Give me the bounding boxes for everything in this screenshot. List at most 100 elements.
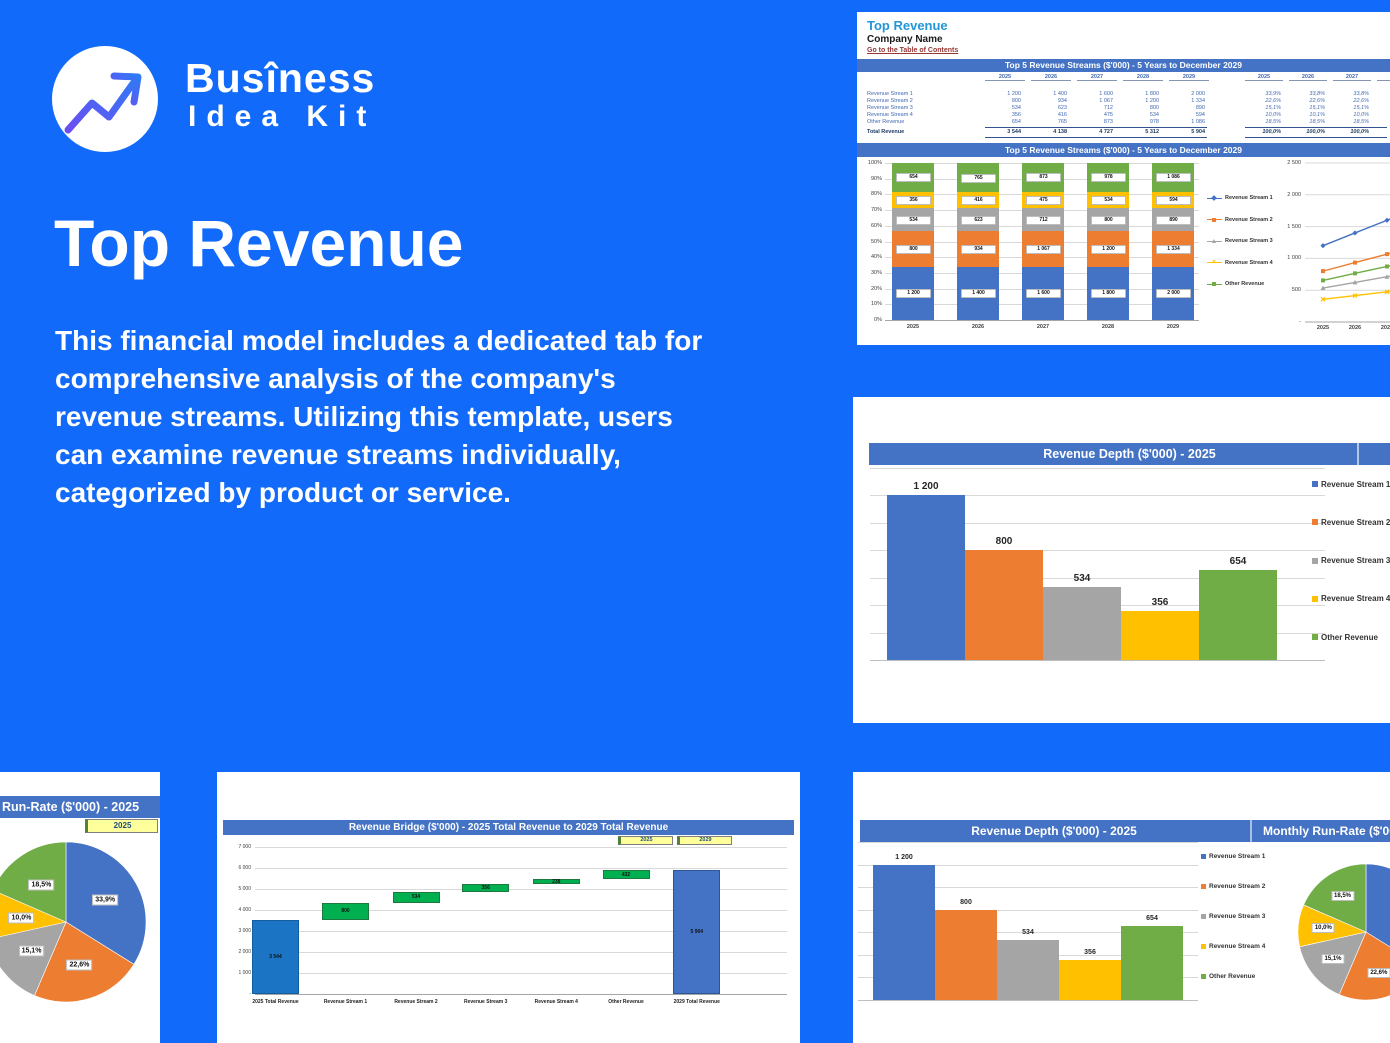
cell-pct: 15,1% [1353,105,1369,111]
stacked-data-label: 623 [961,215,996,225]
bridge-category-label: Revenue Stream 4 [534,999,578,1005]
bridge-data-label: 3 544 [269,953,282,960]
square-marker [1312,634,1318,641]
x-marker: × [1212,258,1217,266]
header-divider [1250,820,1252,842]
cell-value: 5 904 [1191,129,1205,135]
depth-bar [1199,570,1277,660]
stacked-data-label: 534 [896,215,931,225]
pct-year-column-header: 2026 [1289,74,1327,81]
pct-year-column-header: 2028 [1377,74,1390,81]
legend-label: Revenue Stream 1 [1225,195,1273,201]
depth-gridline [870,660,1325,661]
cell-pct: 15,1% [1265,105,1281,111]
square-marker [1312,519,1318,526]
stacked-y-axis-label: 40% [870,254,882,261]
pie-data-label: 18,5% [1330,891,1355,902]
legend-line-swatch [1207,195,1222,202]
cell-pct: 22,6% [1265,98,1281,104]
legend-label: Revenue Stream 3 [1321,556,1390,566]
table-year-row: 2025 2026 2027 2028 2029 2025 2026 2027 2028 [857,74,1390,81]
cell-value: 654 [1011,119,1021,125]
square-marker [1201,943,1206,949]
bridge-data-label: 534 [411,894,421,901]
square-marker [1201,853,1206,859]
legend-item: Revenue Stream 1 [1201,852,1265,860]
bridge-y-axis-label: 7 000 [238,844,251,850]
bridge-gridline [255,973,787,974]
cell-pct: 22,6% [1353,98,1369,104]
bridge-bar [252,919,299,994]
depth-gridline [858,864,1198,866]
legend-label: Revenue Stream 2 [1225,216,1273,223]
table-of-contents-link[interactable]: Go to the Table of Contents [867,47,959,54]
depth-bar [1121,611,1199,660]
stacked-data-label: 356 [896,195,931,205]
legend-item: Revenue Stream 2 [1207,216,1273,224]
table-row: Other Revenue 654 765 873 978 1 086 18,5% 18,5%… [857,119,1390,126]
cell-pct: 33,8% [1353,91,1369,97]
bridge-gridline [255,994,787,995]
bridge-category-label: 2025 Total Revenue [252,999,299,1005]
cell-value: 3 544 [1007,129,1021,135]
table-header-bar: Top 5 Revenue Streams ($'000) - 5 Years … [857,59,1390,72]
cell-value: 356 [1011,112,1021,118]
legend-label: Revenue Stream 1 [1321,479,1390,489]
legend-line-swatch [1207,281,1222,288]
legend-item: Other Revenue [1201,972,1255,980]
stacked-data-label: 712 [1026,215,1061,225]
triangle-marker [1212,238,1216,243]
depth-gridline [870,495,1325,497]
stacked-data-label: 534 [1091,195,1126,205]
cell-pct: 10,1% [1377,112,1390,119]
panel-revenue-sheet: Top Revenue Company Name Go to the Table… [857,12,1390,345]
bridge-data-label: 432 [621,871,631,878]
column-spacer [1215,105,1245,112]
panel-revenue-bridge: Revenue Bridge ($'000) - 2025 Total Reve… [217,772,800,1043]
cell-pct: 10,1% [1309,112,1325,118]
depth-data-label: 534 [1073,572,1091,584]
stacked-data-label: 890 [1156,215,1191,225]
year-selector-end[interactable]: 2029 [677,836,732,845]
stacked-data-label: 1 086 [1156,173,1191,183]
depth-gridline [870,550,1325,552]
depth-data-label: 534 [1022,928,1034,936]
column-spacer [1215,129,1245,136]
legend-item: Revenue Stream 3 [1201,912,1265,920]
depth-data-label: 654 [1146,915,1158,923]
stacked-y-axis-label: 10% [870,301,882,308]
cell-pct: 22,6% [1309,98,1325,104]
sheet-title: Top Revenue [867,18,948,33]
cell-pct: 18,4% [1377,119,1390,126]
legend-line-swatch [1207,238,1222,245]
stacked-data-label: 1 400 [961,289,996,299]
legend-label: Other Revenue [1209,972,1256,980]
row-label: Total Revenue [867,129,905,135]
pie-data-label: 15,1% [1321,954,1345,965]
monthly-run-rate-header-text: Monthly Run-Rate ($'000 [1263,820,1390,842]
cell-pct: 15,1% [1309,105,1325,111]
depth-gridline [858,1000,1198,1001]
bridge-y-axis-label: 6 000 [238,865,251,871]
bridge-category-label: Other Revenue [608,999,644,1005]
year-selector-start[interactable]: 2025 [618,836,673,845]
depth-bar [935,909,997,1000]
table-row: Revenue Stream 1 1 200 1 400 1 600 1 800 2 00… [857,91,1390,98]
row-label: Revenue Stream 3 [867,105,913,111]
stacked-y-axis-label: 30% [870,269,882,276]
cell-value: 800 [1011,98,1021,104]
bridge-y-axis-label: 3 000 [238,928,251,934]
year-selector[interactable]: 2025 [85,819,158,833]
cell-pct: 100,0% [1262,129,1281,135]
cell-pct: 10,0% [1265,112,1281,118]
stacked-x-axis-label: 2026 [971,324,985,330]
depth-gridline [870,468,1325,469]
depth-gridline [858,932,1198,934]
total-rule [985,137,1207,138]
stacked-y-axis-label: 100% [867,160,882,166]
row-label: Revenue Stream 2 [867,98,913,104]
total-rule [1245,137,1387,138]
table-row: Revenue Stream 2 800 934 1 067 1 200 1 334 22,… [857,98,1390,105]
cell-value: 890 [1195,105,1205,111]
